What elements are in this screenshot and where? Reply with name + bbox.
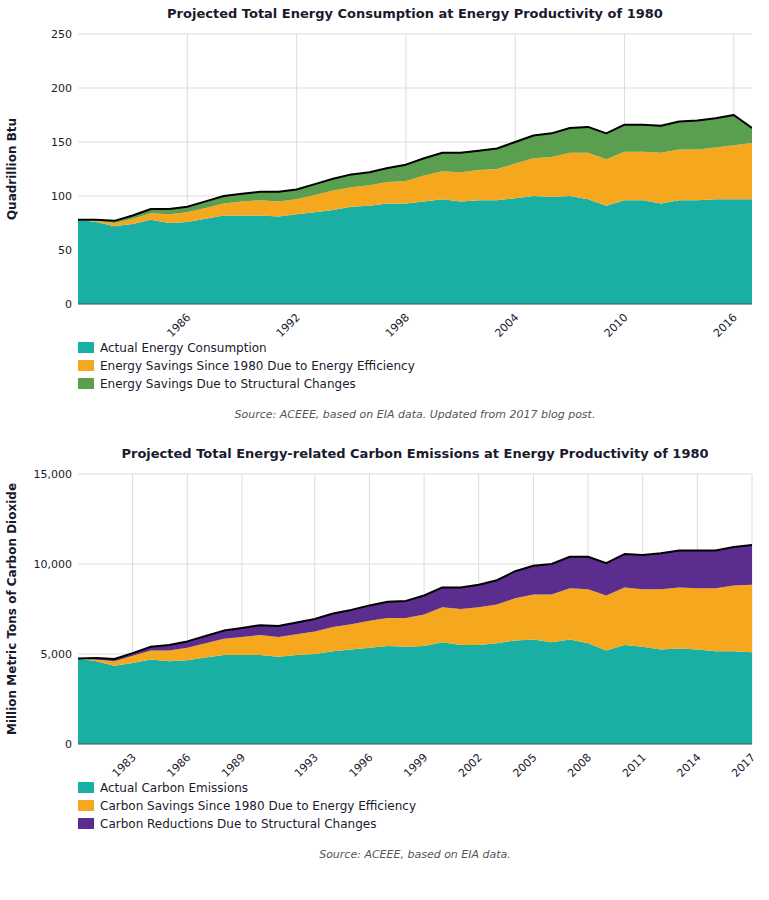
- x-tick-label: 2004: [492, 311, 521, 340]
- x-tick-label: 2016: [711, 311, 740, 340]
- area: [78, 585, 752, 666]
- legend: Actual Carbon Emissions Carbon Savings Si…: [78, 781, 416, 831]
- area: [78, 143, 752, 226]
- x-tick-label: 2005: [511, 751, 540, 780]
- plot-area: [78, 545, 752, 744]
- legend-label: Actual Energy Consumption: [100, 341, 267, 355]
- legend-swatch: [78, 782, 94, 793]
- y-tick-label: 10,000: [34, 558, 73, 571]
- x-tick-label: 1993: [292, 751, 321, 780]
- x-tick-label: 2011: [620, 751, 649, 780]
- x-tick-label: 2002: [456, 751, 485, 780]
- y-tick-label: 200: [51, 82, 72, 95]
- total-line: [78, 545, 752, 659]
- legend-swatch: [78, 818, 94, 829]
- x-axis-line: [78, 744, 752, 745]
- legend-label: Actual Carbon Emissions: [100, 781, 248, 795]
- y-axis-label: Quadrillion Btu: [5, 118, 19, 220]
- legend: Actual Energy Consumption Energy Savings …: [78, 341, 415, 391]
- y-grid-line: [78, 304, 752, 305]
- y-tick-label: 15,000: [34, 468, 73, 481]
- y-tick-label: 5,000: [41, 648, 73, 661]
- grid: [78, 474, 752, 744]
- x-tick-label: 1989: [219, 751, 248, 780]
- legend-label: Carbon Savings Since 1980 Due to Energy …: [100, 799, 416, 813]
- x-axis-line: [78, 304, 752, 305]
- source: Source: ACEEE, based on EIA data.: [319, 848, 511, 861]
- chart: Projected Total Energy Consumption at En…: [5, 6, 752, 421]
- y-tick-label: 250: [51, 28, 72, 41]
- y-tick-label: 0: [65, 738, 72, 751]
- x-tick-label: 1983: [110, 751, 139, 780]
- y-grid-line: [78, 88, 752, 89]
- title: Projected Total Energy Consumption at En…: [167, 6, 663, 21]
- x-tick-label: 2014: [674, 751, 703, 780]
- plot-area: [78, 115, 752, 304]
- x-tick-label: 2010: [602, 311, 631, 340]
- y-grid-line: [78, 744, 752, 745]
- legend-swatch: [78, 342, 94, 353]
- chart: Projected Total Energy-related Carbon Em…: [5, 446, 758, 861]
- y-tick-label: 100: [51, 190, 72, 203]
- title: Projected Total Energy-related Carbon Em…: [121, 446, 708, 461]
- legend-label: Energy Savings Since 1980 Due to Energy …: [100, 359, 415, 373]
- y-tick-label: 150: [51, 136, 72, 149]
- legend-swatch: [78, 360, 94, 371]
- figure: Projected Total Energy Consumption at En…: [0, 0, 769, 900]
- area: [78, 545, 752, 661]
- x-tick-label: 1986: [164, 751, 193, 780]
- grid: [78, 34, 752, 304]
- y-tick-label: 0: [65, 298, 72, 311]
- x-tick-label: 1986: [164, 311, 193, 340]
- legend-label: Carbon Reductions Due to Structural Chan…: [100, 817, 376, 831]
- y-tick-label: 50: [58, 244, 72, 257]
- y-axis-label: Million Metric Tons of Carbon Dioxide: [5, 483, 19, 735]
- source: Source: ACEEE, based on EIA data. Update…: [235, 408, 596, 421]
- legend-swatch: [78, 800, 94, 811]
- x-tick-label: 2008: [565, 751, 594, 780]
- legend-swatch: [78, 378, 94, 389]
- x-tick-label: 1992: [274, 311, 303, 340]
- x-tick-label: 1998: [383, 311, 412, 340]
- x-tick-label: 1996: [347, 751, 376, 780]
- total-line: [78, 115, 752, 221]
- y-grid-line: [78, 34, 752, 35]
- area: [78, 115, 752, 223]
- legend-label: Energy Savings Due to Structural Changes: [100, 377, 356, 391]
- y-grid-line: [78, 474, 752, 475]
- x-tick-label: 1999: [401, 751, 430, 780]
- x-tick-label: 2017: [729, 751, 758, 780]
